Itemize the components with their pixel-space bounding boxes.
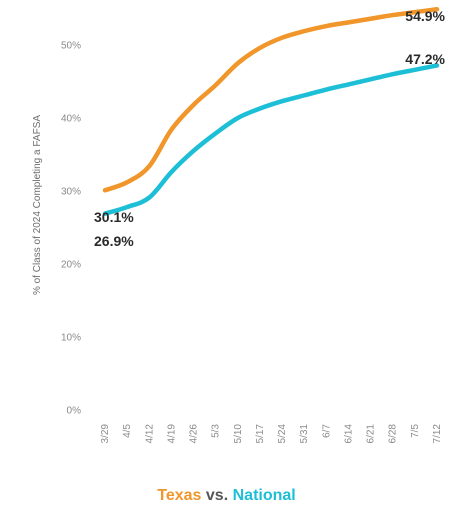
x-tick-label: 6/21: [366, 424, 377, 444]
data-label-texas-start: 30.1%: [94, 209, 134, 225]
data-label-national-start: 26.9%: [94, 233, 134, 249]
y-tick-label: 0%: [67, 406, 82, 417]
series-line-texas: [102, 6, 440, 193]
y-tick-label: 30%: [61, 187, 81, 198]
chart-legend: Texas vs. National: [0, 487, 453, 505]
x-tick-label: 6/7: [321, 424, 332, 438]
data-label-texas-end: 54.9%: [405, 8, 445, 24]
data-label-national-end: 47.2%: [405, 51, 445, 67]
y-axis-title: % of Class of 2024 Completing a FAFSA: [32, 115, 43, 295]
y-tick-label: 20%: [61, 260, 81, 271]
x-tick-label: 5/17: [255, 424, 266, 444]
y-tick-label: 50%: [61, 41, 81, 52]
x-tick-label: 4/26: [189, 424, 200, 444]
x-tick-label: 5/24: [277, 424, 288, 444]
x-tick-label: 6/14: [343, 424, 354, 444]
x-tick-label: 4/12: [144, 424, 155, 444]
x-tick-label: 5/3: [211, 424, 222, 438]
x-tick-label: 3/29: [100, 424, 111, 444]
legend-vs: vs.: [205, 487, 229, 504]
x-tick-label: 4/5: [122, 424, 133, 438]
y-tick-label: 40%: [61, 114, 81, 125]
series-line-national: [102, 63, 440, 216]
x-tick-label: 5/31: [299, 424, 310, 444]
x-tick-label: 6/28: [388, 424, 399, 444]
x-tick-label: 5/10: [233, 424, 244, 444]
y-tick-label: 10%: [61, 333, 81, 344]
legend-national: National: [232, 487, 296, 504]
x-tick-label: 7/12: [432, 424, 443, 444]
x-tick-label: 4/19: [166, 424, 177, 444]
legend-texas: Texas: [157, 487, 202, 504]
x-tick-label: 7/5: [410, 424, 421, 438]
